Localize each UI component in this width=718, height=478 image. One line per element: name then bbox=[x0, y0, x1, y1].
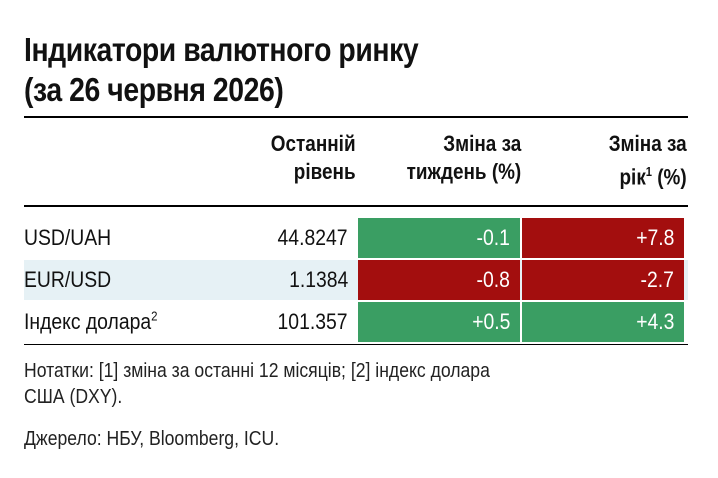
table-bottom-divider bbox=[24, 344, 688, 345]
weekly-change-cell: -0.1 bbox=[358, 218, 520, 258]
page-title: Індикатори валютного ринку (за 26 червня… bbox=[24, 30, 600, 110]
title-line-1: Індикатори валютного ринку bbox=[24, 31, 419, 68]
title-line-2: (за 26 червня 2026) bbox=[24, 71, 284, 108]
header-weekly-change: Зміна за тиждень (%) bbox=[406, 131, 521, 184]
yearly-change-cell: +7.8 bbox=[522, 218, 684, 258]
header-divider bbox=[24, 205, 688, 207]
header-last-level: Останній рівень bbox=[271, 131, 356, 184]
weekly-change-cell: +0.5 bbox=[358, 302, 520, 342]
row-level: 44.8247 bbox=[278, 225, 348, 250]
footnote-ref-2: 2 bbox=[151, 308, 158, 324]
footnotes: Нотатки: [1] зміна за останні 12 місяців… bbox=[24, 360, 490, 408]
top-divider bbox=[24, 116, 688, 118]
yearly-change-cell: +4.3 bbox=[522, 302, 684, 342]
table-row: EUR/USD 1.1384 -0.8 -2.7 bbox=[24, 260, 688, 300]
table-row: Індекс долара2 101.357 +0.5 +4.3 bbox=[24, 302, 688, 342]
table-row: USD/UAH 44.8247 -0.1 +7.8 bbox=[24, 218, 688, 258]
source-note: Джерело: НБУ, Bloomberg, ICU. bbox=[24, 428, 280, 450]
row-name: EUR/USD bbox=[24, 267, 112, 292]
row-name: USD/UAH bbox=[24, 225, 112, 250]
header-yearly-change: Зміна за рік1 (%) bbox=[609, 131, 687, 190]
weekly-change-cell: -0.8 bbox=[358, 260, 520, 300]
row-level: 1.1384 bbox=[288, 267, 348, 292]
yearly-change-cell: -2.7 bbox=[522, 260, 684, 300]
footnote-ref-1: 1 bbox=[646, 164, 653, 179]
row-level: 101.357 bbox=[278, 309, 348, 334]
row-name: Індекс долара2 bbox=[24, 308, 158, 334]
